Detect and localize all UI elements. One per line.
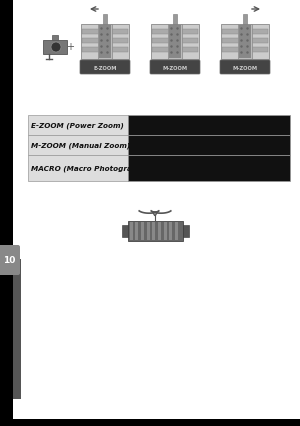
Bar <box>175 222 178 240</box>
Bar <box>221 25 269 60</box>
Bar <box>28 136 128 155</box>
Bar <box>173 15 177 25</box>
FancyBboxPatch shape <box>0 245 20 275</box>
Bar <box>135 222 138 240</box>
Bar <box>82 39 128 44</box>
Bar <box>164 222 166 240</box>
Bar <box>151 25 199 60</box>
Bar <box>128 136 290 155</box>
Bar <box>81 25 129 60</box>
Bar <box>130 222 133 240</box>
FancyBboxPatch shape <box>220 61 270 75</box>
Bar <box>182 225 188 237</box>
Bar <box>13 259 21 399</box>
Bar <box>169 222 172 240</box>
Bar <box>222 48 268 53</box>
Bar <box>152 39 198 44</box>
Text: 10: 10 <box>3 256 15 265</box>
Text: E-ZOOM (Power Zoom): E-ZOOM (Power Zoom) <box>31 122 124 129</box>
Bar <box>243 15 247 25</box>
Text: M-ZOOM: M-ZOOM <box>232 65 258 70</box>
Bar <box>169 26 181 59</box>
Bar <box>128 116 290 136</box>
Bar <box>103 15 107 25</box>
Bar <box>239 26 251 59</box>
Bar <box>82 48 128 53</box>
Bar <box>222 39 268 44</box>
Bar <box>52 36 58 41</box>
Bar <box>152 48 198 53</box>
Bar <box>141 222 144 240</box>
Bar <box>99 26 111 59</box>
Bar <box>28 155 128 181</box>
Bar <box>168 25 182 60</box>
Bar <box>238 25 252 60</box>
Bar <box>82 30 128 35</box>
Bar <box>122 225 128 237</box>
Text: E-ZOOM: E-ZOOM <box>93 65 117 70</box>
FancyBboxPatch shape <box>80 61 130 75</box>
Text: M-ZOOM (Manual Zoom): M-ZOOM (Manual Zoom) <box>31 142 130 149</box>
Bar <box>43 41 67 55</box>
Bar <box>158 222 161 240</box>
Bar <box>222 30 268 35</box>
Bar <box>98 25 112 60</box>
Bar <box>28 116 128 136</box>
Circle shape <box>51 43 61 53</box>
Bar <box>152 222 155 240</box>
Bar <box>128 155 290 181</box>
Bar <box>152 30 198 35</box>
Text: +: + <box>66 42 74 52</box>
FancyBboxPatch shape <box>150 61 200 75</box>
Text: M-ZOOM: M-ZOOM <box>162 65 188 70</box>
Bar <box>128 222 182 242</box>
Text: MACRO (Macro Photography): MACRO (Macro Photography) <box>31 165 150 172</box>
Bar <box>146 222 150 240</box>
